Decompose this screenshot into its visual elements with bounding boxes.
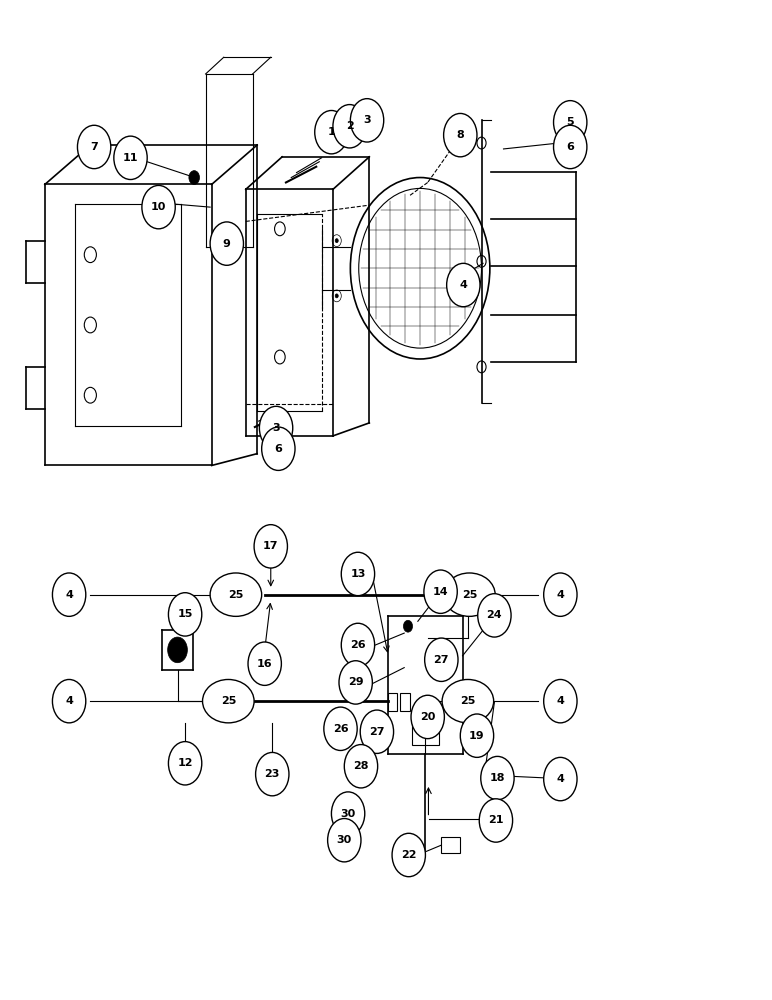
Text: 8: 8 (456, 130, 464, 140)
Circle shape (327, 819, 361, 862)
Circle shape (479, 799, 513, 842)
Text: 14: 14 (433, 587, 449, 597)
Ellipse shape (444, 573, 495, 616)
Text: 20: 20 (420, 712, 435, 722)
Circle shape (481, 756, 514, 800)
Text: 1: 1 (327, 127, 335, 137)
Text: 4: 4 (65, 696, 73, 706)
Circle shape (142, 185, 175, 229)
Ellipse shape (442, 679, 493, 723)
Text: 10: 10 (151, 202, 166, 212)
Text: 19: 19 (469, 731, 485, 741)
Text: 6: 6 (274, 444, 283, 454)
Ellipse shape (210, 573, 262, 616)
Circle shape (335, 294, 338, 298)
Circle shape (189, 171, 199, 184)
Text: 15: 15 (178, 609, 193, 619)
Text: 5: 5 (567, 117, 574, 127)
Text: 7: 7 (90, 142, 98, 152)
Circle shape (543, 573, 577, 616)
Text: 30: 30 (340, 809, 356, 819)
Text: 2: 2 (346, 121, 354, 131)
Circle shape (256, 752, 289, 796)
Circle shape (478, 594, 511, 637)
Circle shape (411, 695, 445, 739)
Ellipse shape (202, 679, 254, 723)
Circle shape (262, 427, 295, 470)
Circle shape (52, 679, 86, 723)
Text: 4: 4 (459, 280, 467, 290)
Circle shape (335, 239, 338, 243)
Circle shape (210, 222, 243, 265)
Text: 23: 23 (265, 769, 280, 779)
Circle shape (543, 679, 577, 723)
Text: 4: 4 (557, 590, 564, 600)
Text: 6: 6 (567, 142, 574, 152)
Text: 28: 28 (354, 761, 369, 771)
Text: 27: 27 (434, 655, 449, 665)
Text: 26: 26 (350, 640, 366, 650)
Circle shape (168, 742, 201, 785)
Circle shape (554, 125, 587, 169)
Text: 16: 16 (257, 659, 273, 669)
Text: 11: 11 (123, 153, 138, 163)
Text: 13: 13 (350, 569, 366, 579)
Text: 3: 3 (273, 423, 280, 433)
Circle shape (254, 525, 287, 568)
Text: 9: 9 (223, 239, 231, 249)
Text: 25: 25 (460, 696, 476, 706)
Circle shape (444, 113, 477, 157)
Circle shape (77, 125, 111, 169)
Circle shape (52, 573, 86, 616)
Circle shape (447, 263, 480, 307)
Circle shape (113, 136, 147, 180)
Circle shape (460, 714, 493, 757)
Circle shape (259, 406, 293, 450)
Circle shape (315, 110, 348, 154)
Circle shape (333, 105, 366, 148)
Circle shape (554, 101, 587, 144)
Circle shape (248, 642, 281, 685)
Text: 4: 4 (557, 696, 564, 706)
Circle shape (425, 638, 458, 681)
Text: 18: 18 (489, 773, 505, 783)
Text: 24: 24 (486, 610, 503, 620)
Text: 25: 25 (462, 590, 477, 600)
Text: 29: 29 (348, 677, 364, 687)
Circle shape (331, 792, 365, 835)
Circle shape (361, 710, 394, 753)
Circle shape (341, 552, 374, 596)
Circle shape (350, 99, 384, 142)
Text: 21: 21 (488, 815, 503, 825)
Text: 26: 26 (333, 724, 348, 734)
Circle shape (404, 620, 412, 632)
Text: 25: 25 (229, 590, 244, 600)
Circle shape (341, 623, 374, 667)
Circle shape (168, 593, 201, 636)
Text: 22: 22 (401, 850, 416, 860)
Circle shape (392, 833, 425, 877)
Text: 17: 17 (263, 541, 279, 551)
Text: 4: 4 (65, 590, 73, 600)
Circle shape (168, 637, 188, 663)
Circle shape (323, 707, 357, 750)
Circle shape (424, 570, 457, 613)
Text: 4: 4 (557, 774, 564, 784)
Text: 25: 25 (221, 696, 236, 706)
Text: 3: 3 (364, 115, 371, 125)
Text: 30: 30 (337, 835, 352, 845)
Circle shape (339, 661, 372, 704)
Text: 12: 12 (178, 758, 193, 768)
Circle shape (543, 757, 577, 801)
Text: 27: 27 (369, 727, 384, 737)
Circle shape (344, 745, 378, 788)
